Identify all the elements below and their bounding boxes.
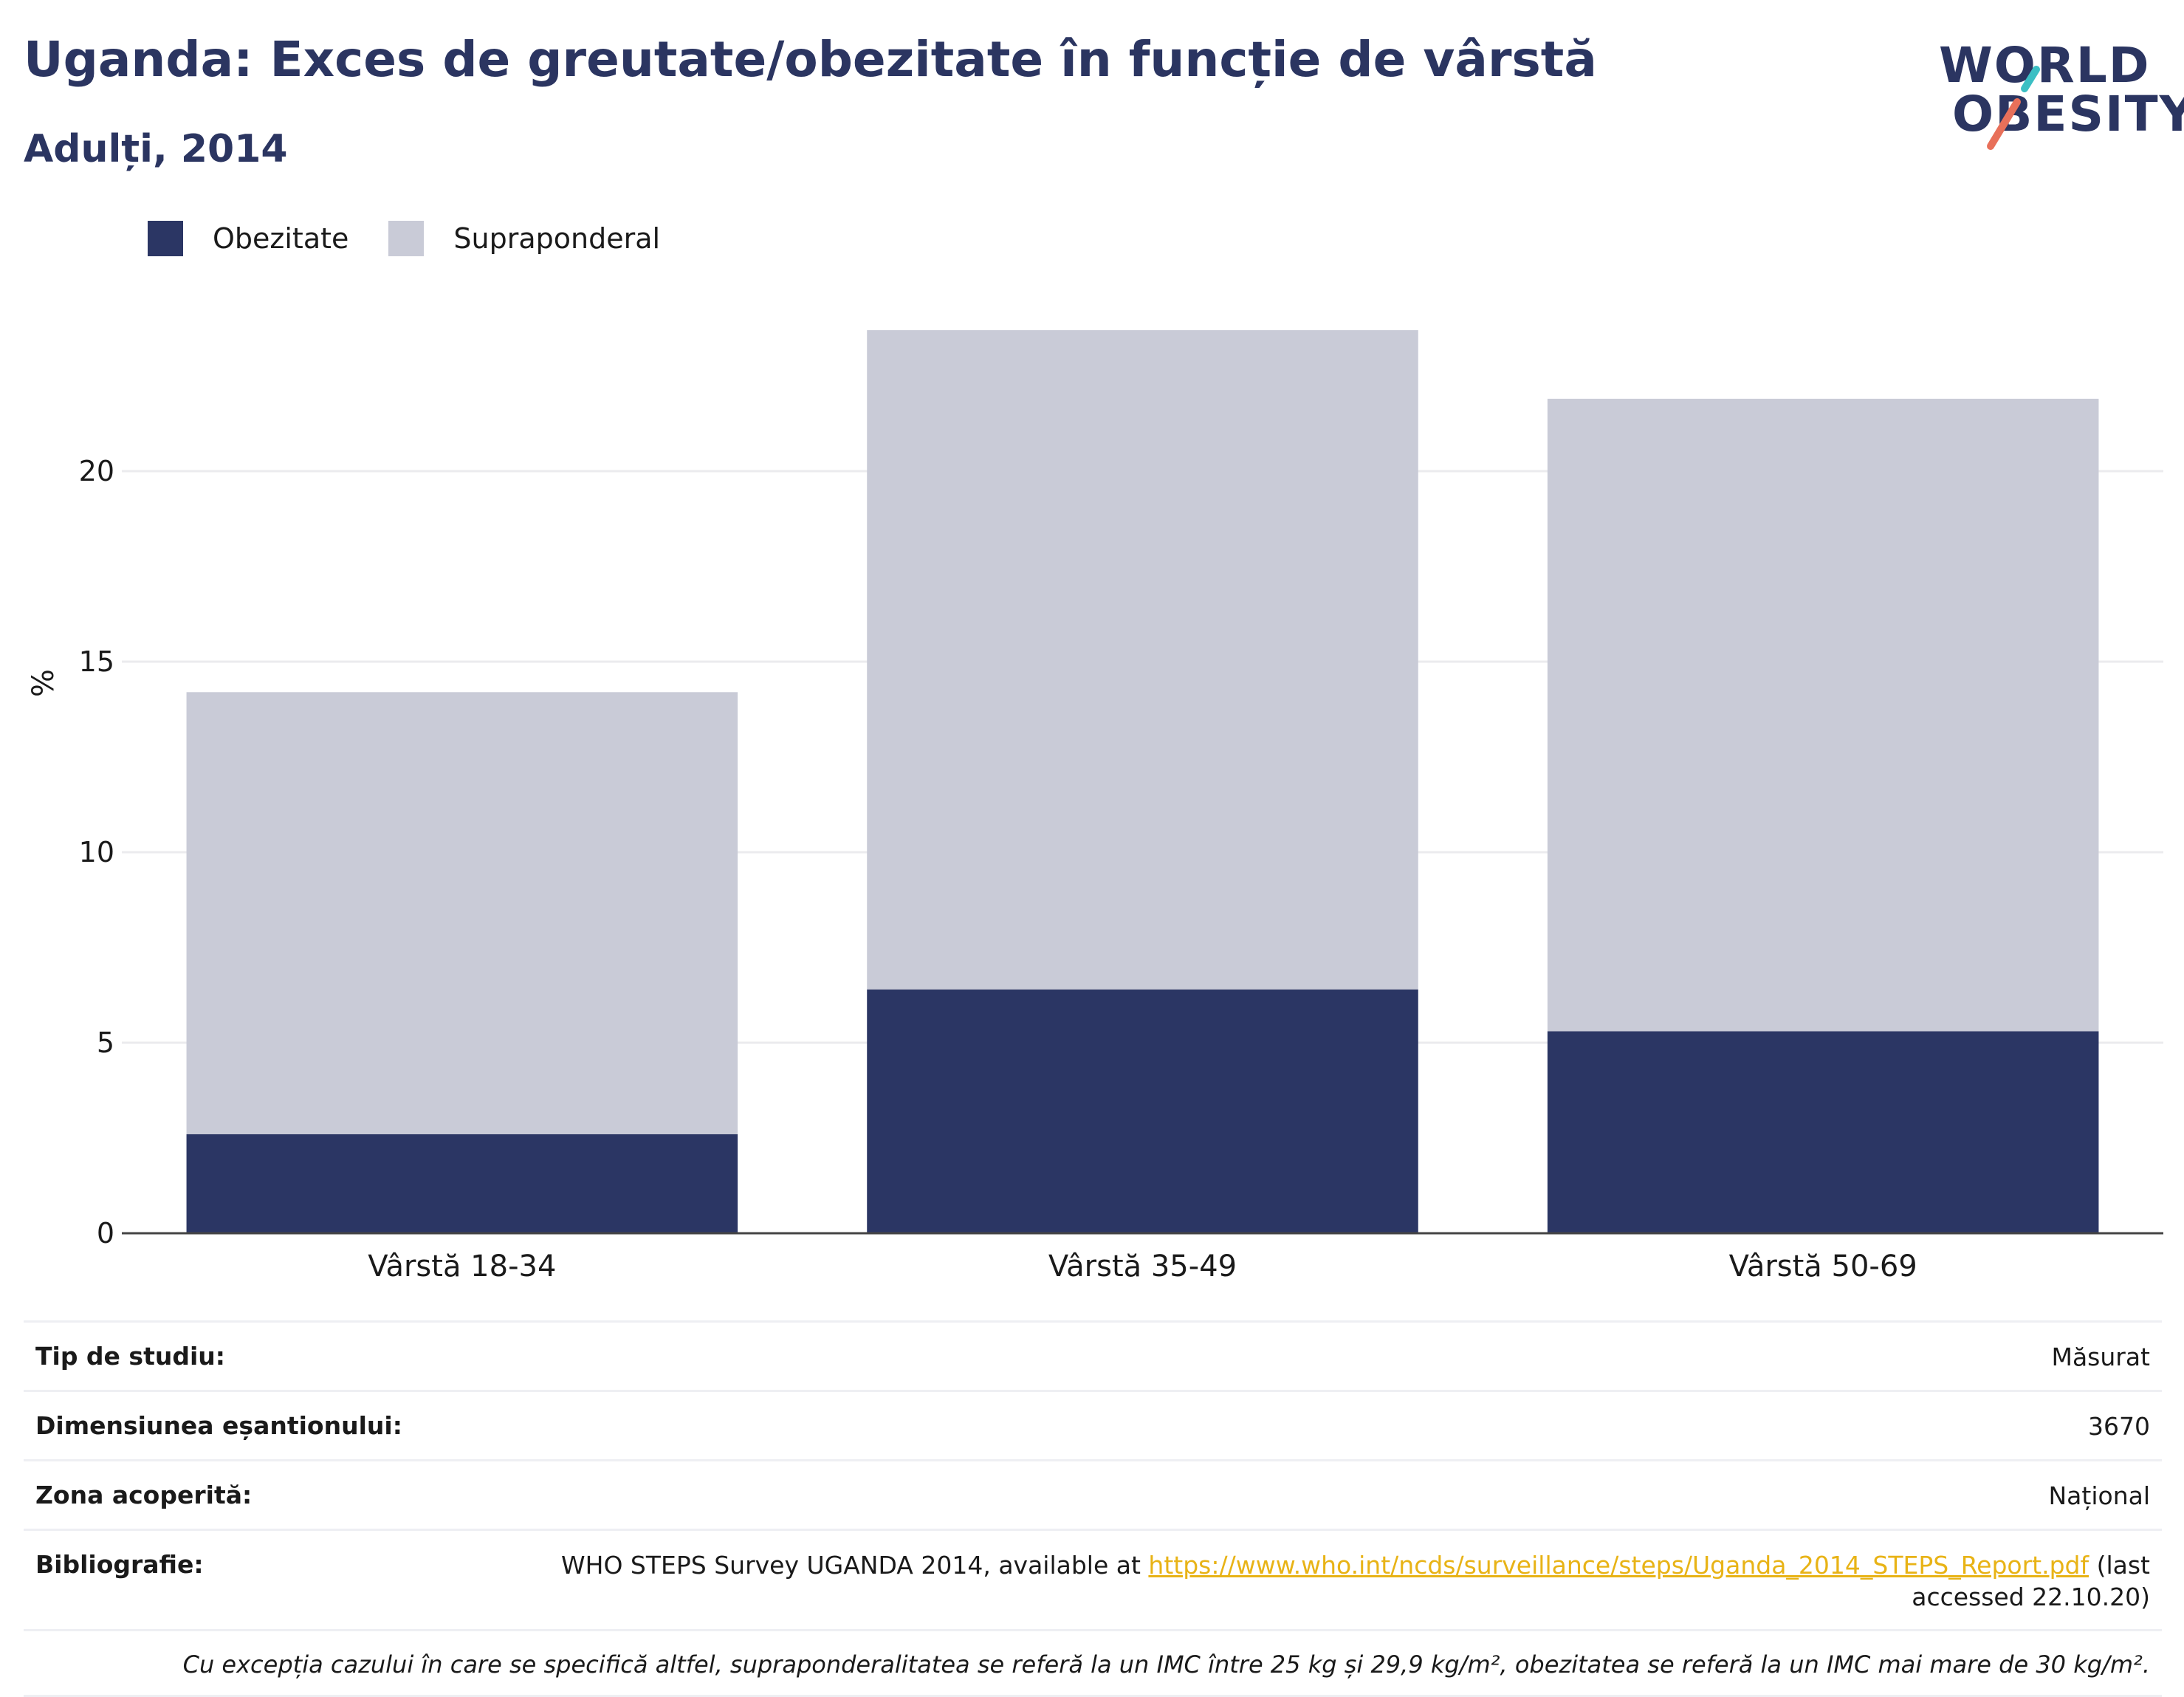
logo-line-1: WORLD: [1939, 37, 2151, 94]
legend-label-overweight: Supraponderal: [453, 222, 661, 255]
bar-overweight: [867, 330, 1418, 990]
coverage-label: Zona acoperită:: [35, 1480, 253, 1509]
y-tick-label: 20: [79, 455, 114, 487]
bibliography-value: WHO STEPS Survey UGANDA 2014, available …: [467, 1550, 2150, 1614]
y-tick-label: 15: [79, 645, 114, 678]
stacked-bar-chart: 0 5 10 15 20% Vârstă 18-34 Vârstă 35-49 Vârstă …: [27, 330, 2163, 1283]
coverage-value: Național: [2048, 1481, 2150, 1510]
study-type-label: Tip de studiu:: [35, 1342, 225, 1371]
bibliography-prefix: WHO STEPS Survey UGANDA 2014, available …: [561, 1550, 1149, 1580]
logo-line-2: OBESITY: [1952, 86, 2184, 143]
x-tick-label: Vârstă 50-69: [1729, 1249, 1917, 1283]
legend-swatch-overweight: [388, 221, 425, 256]
bibliography-link[interactable]: https://www.who.int/ncds/surveillance/st…: [1148, 1550, 2089, 1580]
page-title: Uganda: Exces de greutate/obezitate în f…: [24, 31, 1597, 88]
bar-obesity: [1547, 1031, 2099, 1233]
study-info-table: Tip de studiu: Măsurat Dimensiunea eșant…: [24, 1320, 2162, 1697]
study-type-value: Măsurat: [2051, 1343, 2150, 1371]
legend-item-overweight: Supraponderal: [388, 221, 660, 256]
bibliography-suffix: (last accessed 22.10.20): [1912, 1550, 2150, 1611]
x-tick-label: Vârstă 35-49: [1048, 1249, 1237, 1283]
x-tick-label: Vârstă 18-34: [368, 1249, 556, 1283]
y-tick-label: 5: [97, 1026, 114, 1059]
y-tick-label: 10: [79, 836, 114, 868]
info-row-study-type: Tip de studiu: Măsurat: [24, 1320, 2162, 1390]
legend-label-obesity: Obezitate: [213, 222, 349, 255]
sample-size-value: 3670: [2088, 1411, 2150, 1441]
y-axis-label: %: [27, 669, 61, 697]
y-tick-label: 0: [97, 1217, 114, 1249]
definition-note: Cu excepția cazului în care se specifică…: [24, 1629, 2162, 1697]
info-row-sample-size: Dimensiunea eșantionului: 3670: [24, 1389, 2162, 1459]
sample-size-label: Dimensiunea eșantionului:: [35, 1410, 402, 1440]
logo-slash-icon: [1987, 66, 2040, 150]
bibliography-label: Bibliografie:: [35, 1549, 204, 1579]
legend-swatch-obesity: [148, 221, 183, 256]
chart-legend: Obezitate Supraponderal: [148, 219, 700, 258]
bar-obesity: [867, 989, 1418, 1233]
info-row-bibliography: Bibliografie: WHO STEPS Survey UGANDA 20…: [24, 1528, 2162, 1630]
bar-overweight: [186, 692, 738, 1134]
page-subtitle: Adulți, 2014: [24, 127, 288, 171]
legend-item-obesity: Obezitate: [148, 221, 348, 256]
bar-obesity: [186, 1134, 738, 1233]
info-row-coverage: Zona acoperită: Național: [24, 1458, 2162, 1529]
world-obesity-logo: WORLD OBESITY: [1927, 21, 2184, 154]
bar-overweight: [1547, 398, 2099, 1032]
